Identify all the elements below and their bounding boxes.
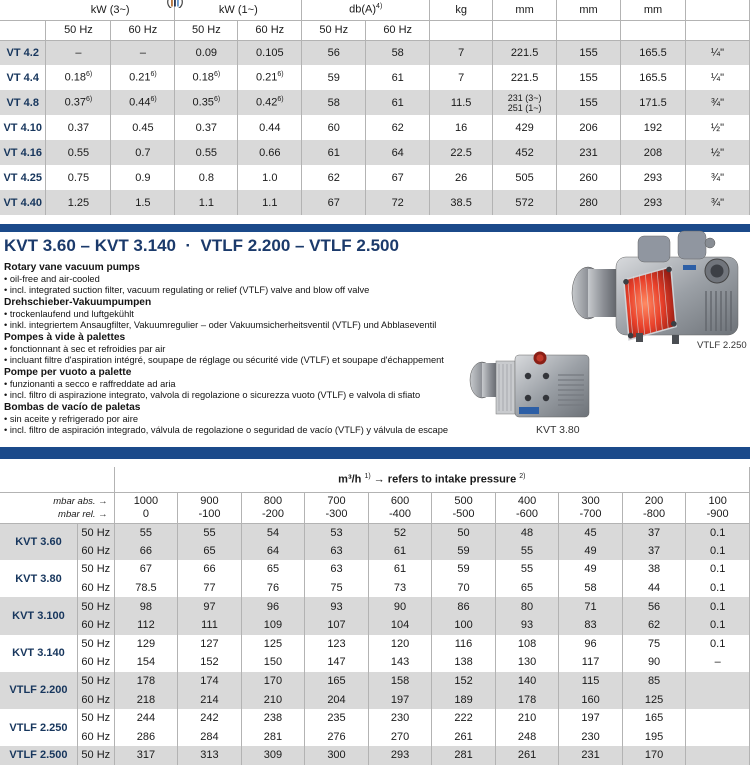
svg-text:VTLF 2.250: VTLF 2.250: [697, 340, 747, 351]
svg-text:KVT 3.80: KVT 3.80: [536, 424, 580, 436]
